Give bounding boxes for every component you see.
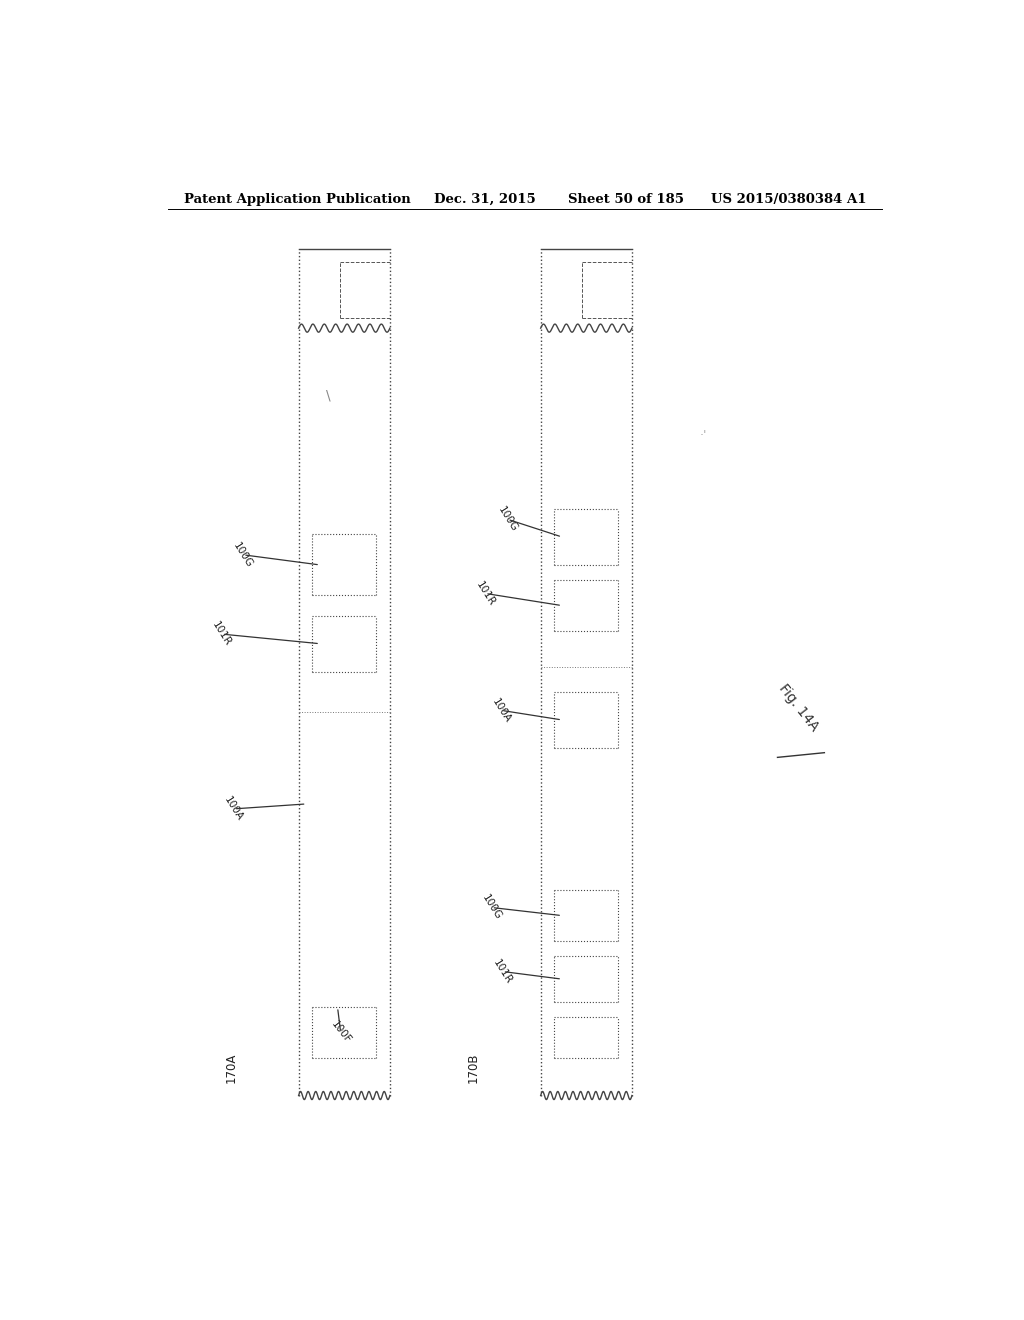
Text: Patent Application Publication: Patent Application Publication <box>183 193 411 206</box>
Text: US 2015/0380384 A1: US 2015/0380384 A1 <box>712 193 866 206</box>
Text: 100G: 100G <box>231 540 255 569</box>
Text: \: \ <box>326 388 331 403</box>
Text: ·': ·' <box>699 429 708 441</box>
Text: 100A: 100A <box>489 697 512 725</box>
Text: 101R: 101R <box>492 957 514 986</box>
Text: 170B: 170B <box>467 1053 479 1084</box>
Text: 101R: 101R <box>210 620 233 648</box>
Text: Sheet 50 of 185: Sheet 50 of 185 <box>568 193 684 206</box>
Text: 100G: 100G <box>480 894 503 921</box>
Text: 100G: 100G <box>496 504 519 533</box>
Text: 101R: 101R <box>474 579 497 607</box>
Text: 100A: 100A <box>222 795 245 822</box>
Text: Fig. 14A: Fig. 14A <box>776 681 821 734</box>
Text: Dec. 31, 2015: Dec. 31, 2015 <box>433 193 536 206</box>
Text: 170A: 170A <box>224 1053 238 1084</box>
Text: 100F: 100F <box>329 1019 352 1045</box>
